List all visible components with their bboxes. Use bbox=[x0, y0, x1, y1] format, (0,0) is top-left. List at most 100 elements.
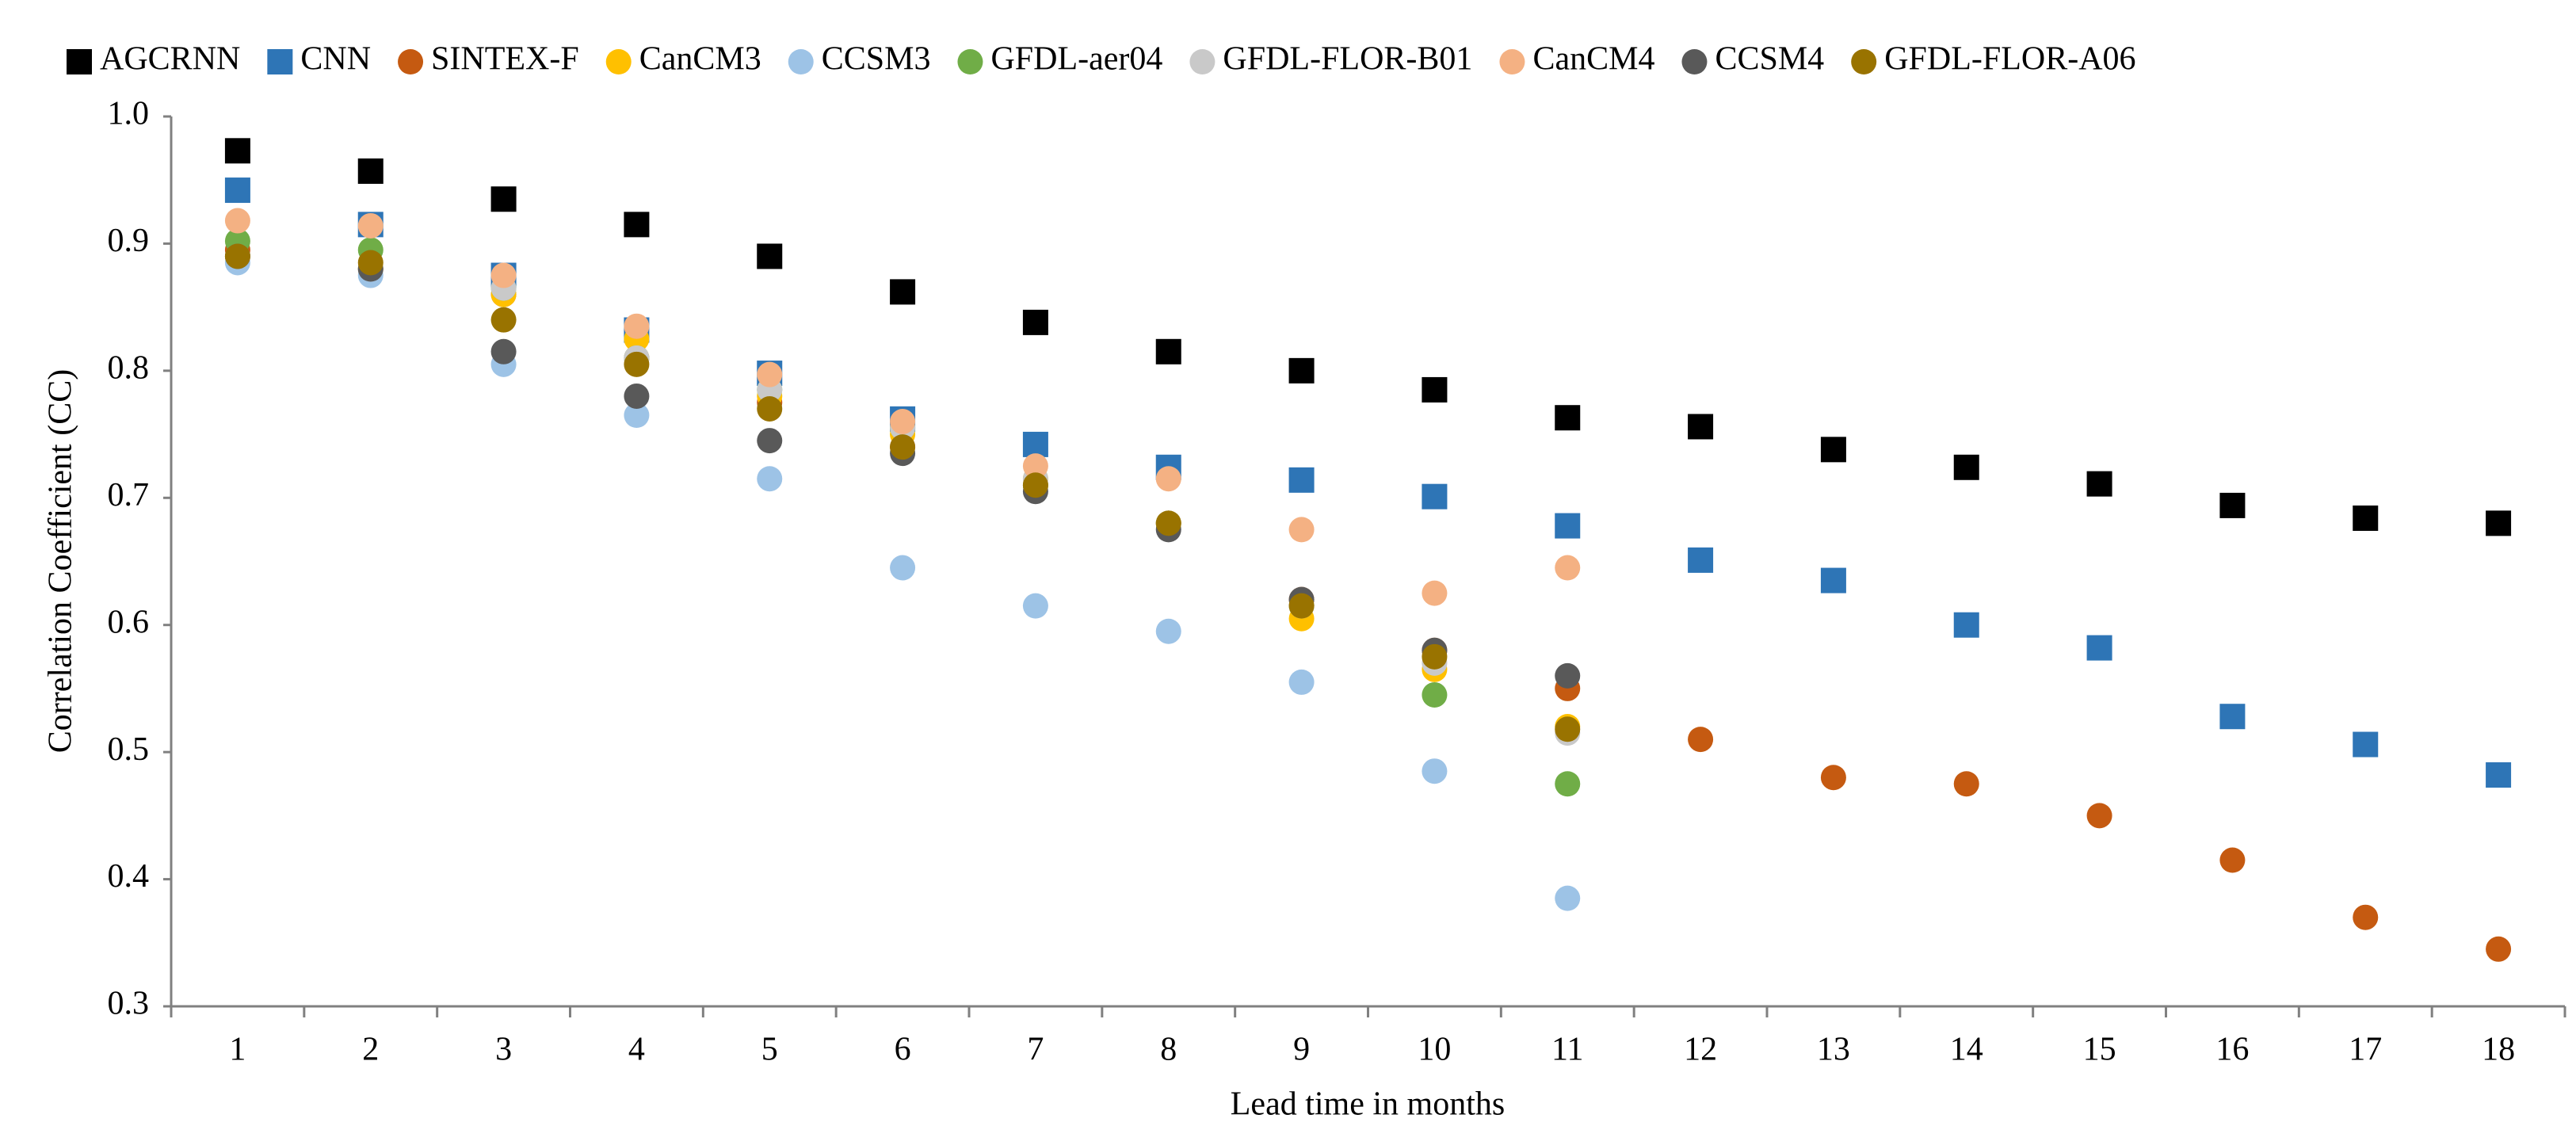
data-point bbox=[624, 212, 650, 238]
data-point bbox=[224, 177, 250, 204]
data-point bbox=[1820, 437, 1846, 463]
data-point bbox=[2086, 635, 2112, 661]
data-point bbox=[1422, 483, 1448, 510]
data-point bbox=[624, 403, 650, 429]
y-tick-label: 0.6 bbox=[108, 604, 150, 640]
y-tick-label: 0.4 bbox=[108, 858, 150, 895]
data-point bbox=[490, 338, 517, 364]
data-point bbox=[1688, 547, 1714, 573]
data-point bbox=[757, 243, 783, 269]
legend-marker bbox=[1851, 49, 1877, 74]
x-tick-label: 13 bbox=[1817, 1032, 1850, 1068]
y-tick-label: 0.5 bbox=[108, 731, 150, 768]
y-axis-label: Correlation Coefficient (CC) bbox=[43, 369, 79, 753]
data-point bbox=[1022, 472, 1048, 498]
data-point bbox=[490, 307, 517, 333]
y-tick-label: 0.7 bbox=[108, 477, 150, 513]
data-point bbox=[1688, 727, 1714, 753]
data-point bbox=[2486, 510, 2512, 536]
data-point bbox=[224, 138, 250, 164]
data-point bbox=[1422, 376, 1448, 403]
data-point bbox=[1155, 618, 1181, 644]
data-point bbox=[1422, 580, 1448, 606]
data-point bbox=[757, 466, 783, 492]
data-point bbox=[1820, 567, 1846, 593]
y-tick-label: 0.8 bbox=[108, 349, 150, 386]
data-point bbox=[2219, 704, 2246, 730]
legend-marker bbox=[605, 49, 632, 74]
x-tick-label: 14 bbox=[1950, 1032, 1983, 1068]
data-point bbox=[890, 555, 916, 581]
data-point bbox=[224, 208, 250, 234]
data-point bbox=[357, 158, 384, 184]
legend-marker bbox=[267, 49, 293, 74]
data-point bbox=[1555, 513, 1581, 539]
legend-label: CanCM4 bbox=[1532, 41, 1654, 78]
data-point bbox=[1022, 309, 1048, 335]
data-point bbox=[1688, 414, 1714, 440]
data-point bbox=[1022, 431, 1048, 457]
data-point bbox=[757, 428, 783, 454]
legend-marker bbox=[957, 49, 983, 74]
data-point bbox=[2486, 936, 2512, 962]
x-tick-label: 9 bbox=[1293, 1032, 1310, 1068]
y-tick-label: 1.0 bbox=[108, 96, 150, 132]
legend-marker bbox=[398, 49, 424, 74]
data-point bbox=[2353, 904, 2379, 930]
data-point bbox=[890, 409, 916, 435]
data-point bbox=[624, 383, 650, 409]
data-point bbox=[1288, 357, 1315, 384]
x-tick-label: 7 bbox=[1027, 1032, 1044, 1068]
legend-label: CCSM4 bbox=[1715, 41, 1824, 78]
data-point bbox=[1288, 669, 1315, 695]
legend-marker bbox=[1189, 49, 1215, 74]
data-point bbox=[1155, 338, 1181, 364]
data-point bbox=[357, 212, 384, 239]
x-tick-label: 8 bbox=[1160, 1032, 1177, 1068]
legend-label: SINTEX-F bbox=[431, 41, 579, 78]
data-point bbox=[1155, 510, 1181, 536]
data-point bbox=[2219, 847, 2246, 873]
data-point bbox=[1288, 467, 1315, 493]
data-point bbox=[1953, 454, 1979, 480]
data-point bbox=[2086, 803, 2112, 829]
data-point bbox=[1555, 771, 1581, 797]
data-point bbox=[624, 313, 650, 339]
data-point bbox=[1288, 593, 1315, 619]
y-tick-label: 0.3 bbox=[108, 986, 150, 1022]
x-tick-label: 1 bbox=[229, 1032, 246, 1068]
legend-label: AGCRNN bbox=[100, 41, 240, 78]
legend-marker bbox=[788, 49, 814, 74]
data-point bbox=[1422, 758, 1448, 784]
data-point bbox=[2086, 471, 2112, 497]
data-point bbox=[224, 243, 250, 269]
x-tick-label: 17 bbox=[2349, 1032, 2382, 1068]
x-tick-label: 11 bbox=[1551, 1032, 1583, 1068]
data-point bbox=[490, 262, 517, 288]
legend-marker bbox=[1681, 49, 1708, 74]
data-point bbox=[1820, 765, 1846, 791]
x-tick-label: 2 bbox=[362, 1032, 379, 1068]
x-tick-label: 10 bbox=[1418, 1032, 1451, 1068]
data-point bbox=[1422, 643, 1448, 670]
data-point bbox=[2353, 505, 2379, 531]
x-tick-label: 5 bbox=[761, 1032, 778, 1068]
data-point bbox=[624, 351, 650, 377]
data-point bbox=[1022, 453, 1048, 479]
data-point bbox=[1953, 771, 1979, 797]
data-point bbox=[890, 279, 916, 305]
x-tick-label: 6 bbox=[895, 1032, 911, 1068]
x-tick-label: 3 bbox=[495, 1032, 512, 1068]
legend-marker bbox=[1499, 49, 1525, 74]
legend-label: CanCM3 bbox=[639, 41, 761, 78]
x-tick-label: 16 bbox=[2215, 1032, 2249, 1068]
data-point bbox=[1022, 593, 1048, 619]
data-point bbox=[1555, 662, 1581, 689]
data-point bbox=[1422, 681, 1448, 708]
data-point bbox=[2219, 492, 2246, 518]
legend-label: GFDL-FLOR-B01 bbox=[1223, 41, 1472, 78]
data-point bbox=[890, 434, 916, 460]
y-tick-label: 0.9 bbox=[108, 223, 150, 259]
data-point bbox=[757, 361, 783, 387]
